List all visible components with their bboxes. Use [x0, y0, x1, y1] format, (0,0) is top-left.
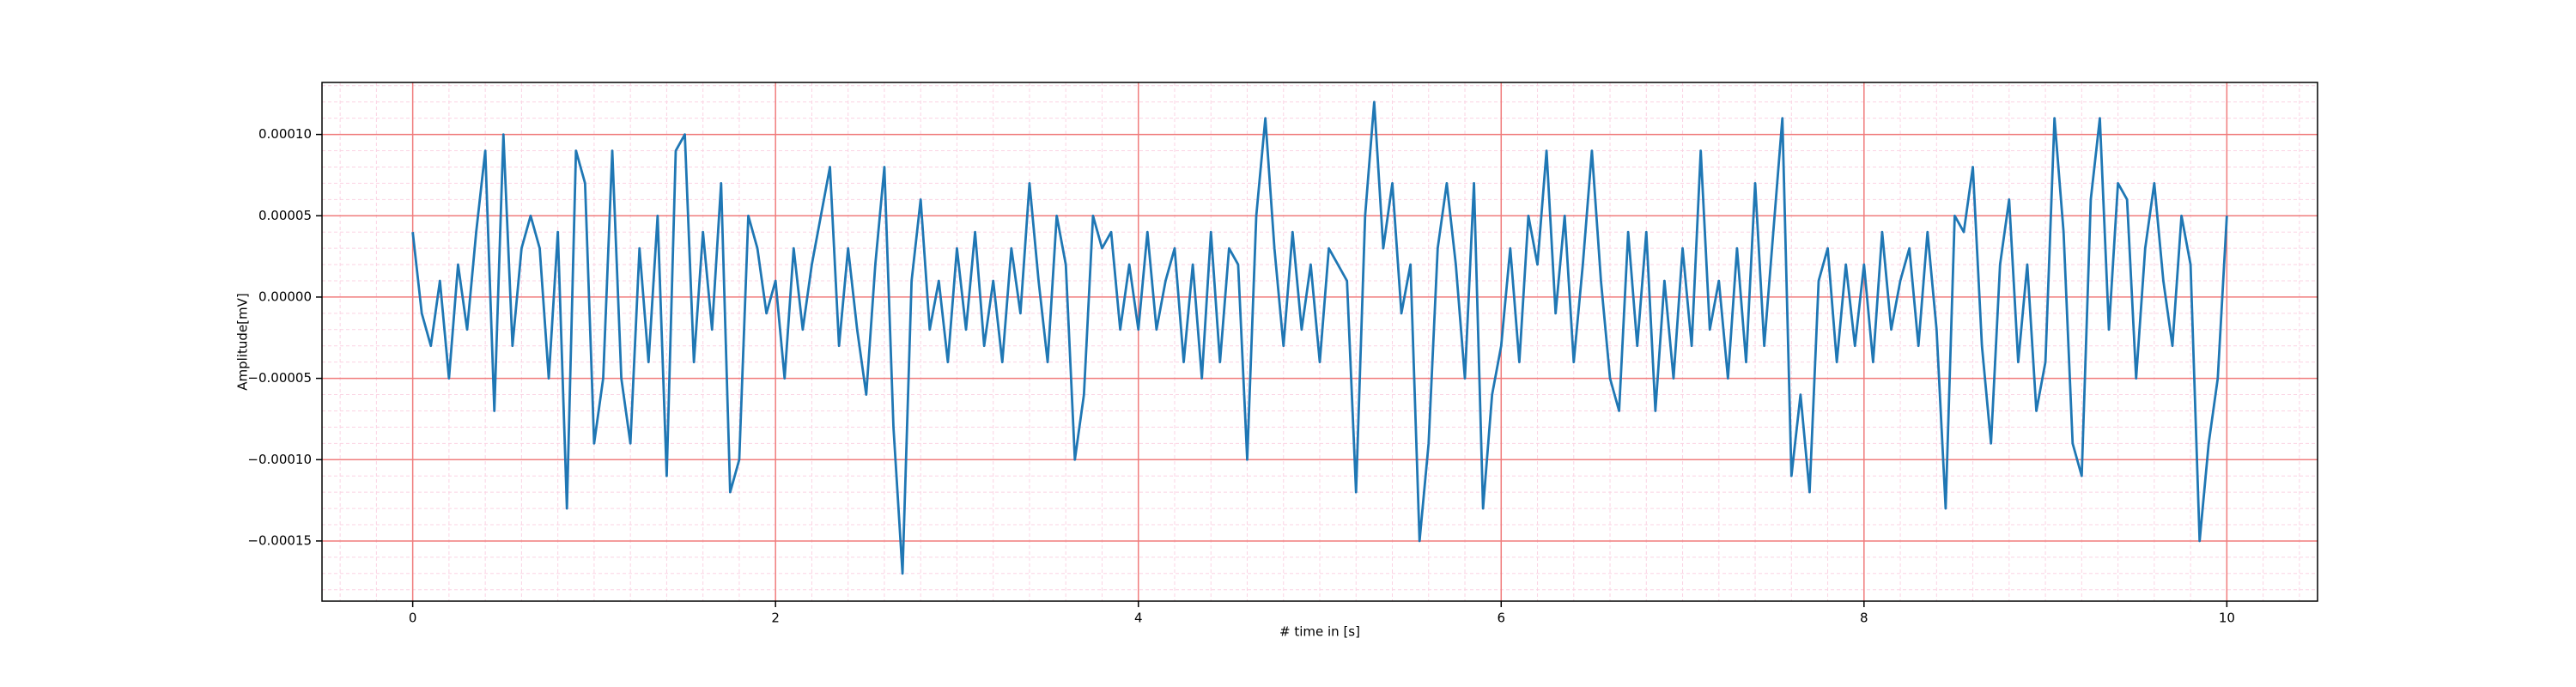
- x-axis-label: # time in [s]: [1279, 624, 1360, 640]
- x-tick-label: 8: [1860, 611, 1868, 626]
- x-tick-label: 6: [1497, 611, 1505, 626]
- signal-line: [411, 100, 2228, 575]
- y-tick-label: 0.00005: [258, 208, 312, 223]
- plot-frame: [321, 82, 2318, 602]
- y-tick-label: 0.00010: [258, 126, 312, 142]
- y-tick-label: −0.00010: [247, 452, 312, 467]
- y-tick-label: −0.00015: [247, 532, 312, 548]
- x-tick-label: 4: [1134, 611, 1143, 626]
- y-axis-label: Amplitude[mV]: [235, 293, 251, 390]
- y-tick-label: −0.00005: [247, 370, 312, 386]
- x-tick-label: 0: [409, 611, 417, 626]
- y-tick-label: 0.00000: [258, 289, 312, 304]
- x-tick-label: 2: [771, 611, 780, 626]
- x-tick-label: 10: [2219, 611, 2235, 626]
